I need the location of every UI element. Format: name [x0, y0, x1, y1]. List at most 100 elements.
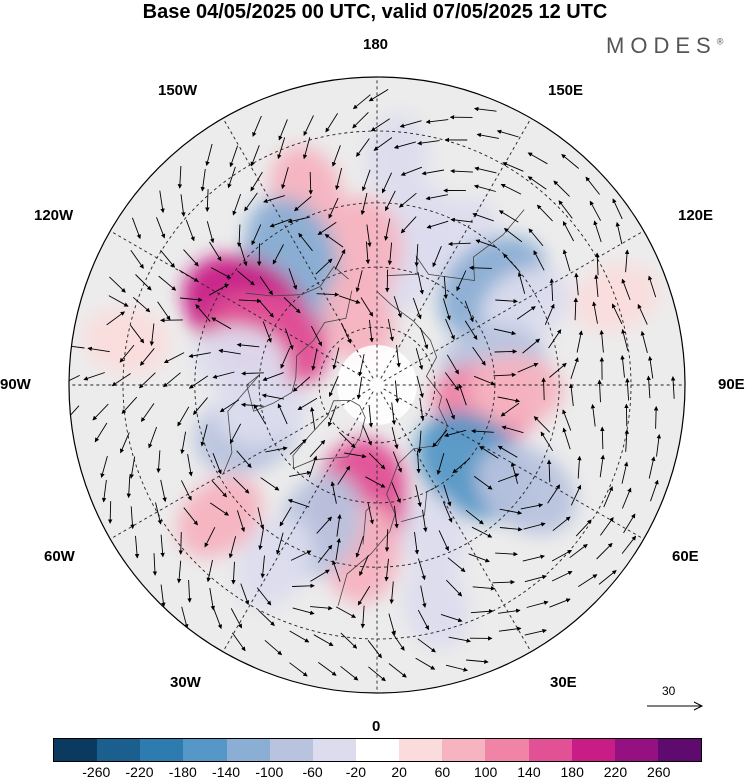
wind-vector [599, 329, 604, 353]
wind-vector [315, 258, 333, 275]
wind-vector [561, 154, 579, 169]
wind-vector [230, 608, 242, 629]
wind-vector [338, 431, 356, 449]
wind-vector [592, 301, 598, 324]
wind-vector [310, 406, 316, 430]
wind-vector [211, 317, 232, 330]
wind-vector [625, 377, 630, 401]
wind-vector [178, 532, 184, 555]
wind-vector [495, 298, 518, 304]
wind-vector [544, 303, 555, 325]
wind-vector [474, 166, 497, 174]
registered-mark: ® [716, 36, 724, 47]
wind-vector [391, 482, 401, 504]
wind-vector [499, 508, 523, 515]
wind-vector [318, 662, 337, 676]
wind-vector [298, 232, 313, 252]
wind-vector [577, 455, 582, 479]
wind-vector [193, 397, 208, 415]
wind-vector [183, 507, 198, 526]
reference-vector-arrow [647, 701, 704, 711]
wind-vector [493, 372, 517, 378]
wind-vector [384, 218, 391, 241]
wind-vector [160, 479, 167, 503]
wind-vector [92, 403, 109, 421]
wind-vector [471, 526, 493, 538]
colorbar-tick: -180 [168, 764, 197, 780]
coastline [245, 265, 349, 297]
meridian-line [380, 118, 532, 379]
wind-vector [278, 119, 288, 141]
wind-vector [391, 631, 405, 651]
wind-vector [522, 338, 541, 354]
wind-vector [335, 606, 357, 618]
meridian-line [110, 388, 371, 540]
colorbar-segment [54, 739, 98, 761]
wind-vector [258, 527, 265, 551]
wind-vector [181, 606, 189, 629]
wind-vector [262, 372, 284, 382]
wind-vector [593, 220, 602, 243]
wind-vector [596, 542, 613, 560]
wind-vector [421, 169, 445, 176]
wind-vector [368, 404, 374, 428]
wind-vector [163, 372, 181, 388]
wind-vector [493, 328, 517, 336]
brand-logo: MODES® [606, 33, 723, 59]
wind-vector [496, 129, 519, 138]
wind-vector [445, 318, 455, 340]
colorbar-tick: 180 [560, 764, 584, 780]
colorbar-segment [571, 739, 615, 761]
wind-vector [265, 446, 288, 453]
wind-vector [533, 416, 551, 433]
wind-vector [338, 295, 361, 304]
wind-vector [280, 347, 291, 369]
wind-vector [180, 194, 186, 217]
wind-vector [177, 406, 190, 427]
wind-vector [573, 297, 579, 321]
wind-vector [473, 475, 493, 490]
wind-vector [327, 405, 337, 427]
wind-vector [398, 192, 417, 208]
wind-vector [292, 583, 315, 589]
wind-vector [69, 405, 80, 423]
wind-vector [414, 244, 419, 267]
wind-vector [611, 303, 623, 325]
wind-vector [570, 357, 579, 380]
wind-vector [510, 461, 519, 484]
lon-label-30w: 30W [170, 674, 201, 691]
wind-vector [120, 432, 130, 454]
wind-vector [357, 585, 371, 606]
wind-vector [200, 424, 208, 447]
wind-vector [121, 396, 138, 414]
wind-vector [335, 167, 343, 191]
wind-vector [621, 278, 631, 301]
wind-vector [94, 422, 108, 443]
wind-vector [442, 501, 453, 523]
wind-vector [330, 481, 337, 504]
wind-vector [450, 217, 473, 223]
wind-vector [446, 354, 459, 375]
wind-vector [252, 115, 262, 137]
wind-vector [206, 221, 215, 244]
wind-vector [288, 268, 298, 290]
wind-vector [289, 662, 308, 677]
colorbar-segment [140, 739, 184, 761]
wind-vector [414, 532, 420, 555]
wind-vector [640, 330, 648, 354]
wind-vector [259, 276, 273, 296]
wind-vector [158, 275, 177, 291]
wind-vector [178, 269, 199, 282]
colorbar-segment [226, 739, 270, 761]
wind-vector [352, 94, 371, 110]
wind-vector [277, 137, 286, 160]
wind-vector [547, 484, 561, 504]
wind-vector [368, 89, 389, 102]
wind-vector [240, 402, 264, 408]
colorbar-tick: 220 [603, 764, 628, 780]
wind-vector [500, 183, 522, 195]
wind-vector [412, 297, 422, 320]
wind-vector [498, 626, 522, 632]
wind-vector [311, 325, 322, 347]
wind-vector [160, 534, 165, 558]
